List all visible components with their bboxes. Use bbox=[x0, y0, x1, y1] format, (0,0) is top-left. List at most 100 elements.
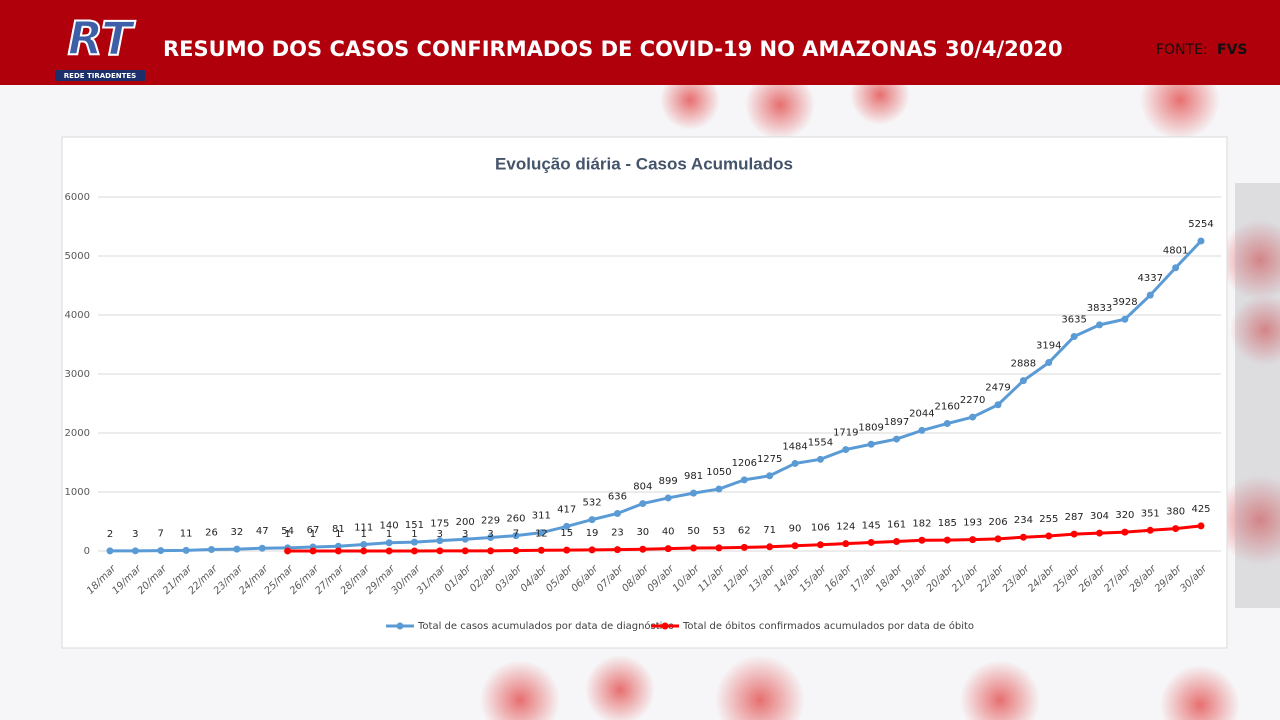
data-point bbox=[740, 476, 748, 484]
data-label: 5254 bbox=[1188, 219, 1213, 230]
data-label: 67 bbox=[307, 525, 320, 536]
chart-title: Evolução diária - Casos Acumulados bbox=[495, 154, 793, 173]
data-point bbox=[1172, 264, 1180, 272]
data-label: 53 bbox=[713, 526, 726, 537]
data-label: 71 bbox=[763, 525, 776, 536]
data-point bbox=[207, 545, 215, 553]
data-label: 899 bbox=[659, 476, 678, 487]
data-point bbox=[613, 546, 621, 554]
data-label: 981 bbox=[684, 471, 703, 482]
data-label: 200 bbox=[456, 517, 475, 528]
data-point bbox=[867, 538, 875, 546]
data-label: 54 bbox=[281, 526, 294, 537]
data-point bbox=[1197, 522, 1205, 530]
data-point bbox=[1146, 291, 1154, 299]
data-label: 1484 bbox=[782, 441, 807, 452]
data-label: 2044 bbox=[909, 408, 934, 419]
data-point bbox=[639, 545, 647, 553]
data-label: 7 bbox=[158, 529, 164, 540]
data-label: 804 bbox=[633, 482, 652, 493]
y-tick-label: 0 bbox=[84, 546, 90, 557]
data-label: 2 bbox=[107, 529, 113, 540]
data-point bbox=[436, 537, 444, 545]
data-label: 234 bbox=[1014, 515, 1033, 526]
data-label: 62 bbox=[738, 525, 751, 536]
data-point bbox=[639, 500, 647, 508]
data-label: 311 bbox=[532, 511, 551, 522]
data-point bbox=[1197, 237, 1205, 245]
data-point bbox=[1172, 525, 1180, 533]
data-label: 145 bbox=[862, 520, 881, 531]
data-label: 140 bbox=[380, 521, 399, 532]
data-point bbox=[867, 440, 875, 448]
data-point bbox=[157, 547, 165, 555]
data-point bbox=[436, 547, 444, 555]
legend-label: Total de óbitos confirmados acumulados p… bbox=[682, 620, 974, 632]
series-line bbox=[109, 239, 1203, 553]
data-label: 1719 bbox=[833, 428, 858, 439]
data-point bbox=[816, 455, 824, 463]
header-title: RESUMO DOS CASOS CONFIRMADOS DE COVID-19… bbox=[163, 37, 1063, 61]
data-point bbox=[715, 544, 723, 552]
y-tick-label: 2000 bbox=[65, 428, 90, 439]
data-label: 1 bbox=[361, 529, 367, 540]
y-tick-label: 1000 bbox=[65, 487, 90, 498]
data-label: 1897 bbox=[884, 417, 909, 428]
data-point bbox=[182, 546, 190, 554]
data-point bbox=[994, 535, 1002, 543]
data-point bbox=[1045, 532, 1053, 540]
data-label: 304 bbox=[1090, 511, 1109, 522]
data-label: 111 bbox=[354, 522, 373, 533]
data-label: 12 bbox=[535, 528, 548, 539]
data-point bbox=[766, 543, 774, 551]
data-label: 15 bbox=[560, 528, 573, 539]
data-label: 3 bbox=[437, 529, 443, 540]
data-label: 47 bbox=[256, 526, 269, 537]
data-point bbox=[1019, 377, 1027, 385]
data-label: 182 bbox=[912, 518, 931, 529]
data-label: 185 bbox=[938, 518, 957, 529]
data-point bbox=[994, 401, 1002, 409]
virus-decoration bbox=[480, 60, 1280, 720]
y-tick-label: 6000 bbox=[65, 192, 90, 203]
data-point bbox=[461, 547, 469, 555]
data-point bbox=[943, 420, 951, 428]
data-label: 1206 bbox=[732, 458, 757, 469]
data-point bbox=[969, 536, 977, 544]
data-point bbox=[563, 546, 571, 554]
data-label: 32 bbox=[230, 527, 243, 538]
data-label: 320 bbox=[1115, 510, 1134, 521]
data-label: 2479 bbox=[985, 383, 1010, 394]
data-label: 2160 bbox=[935, 402, 960, 413]
data-point bbox=[360, 547, 368, 555]
data-label: 19 bbox=[586, 528, 599, 539]
legend-marker bbox=[661, 622, 669, 630]
data-point bbox=[842, 446, 850, 454]
data-label: 1 bbox=[335, 529, 341, 540]
data-point bbox=[512, 547, 520, 555]
data-point bbox=[664, 545, 672, 553]
data-label: 175 bbox=[430, 519, 449, 530]
data-label: 1 bbox=[284, 529, 290, 540]
data-label: 1050 bbox=[706, 467, 731, 478]
data-point bbox=[360, 540, 368, 548]
legend-marker bbox=[396, 622, 404, 630]
data-point bbox=[791, 459, 799, 467]
data-label: 161 bbox=[887, 520, 906, 531]
y-tick-label: 4000 bbox=[65, 310, 90, 321]
data-point bbox=[1070, 333, 1078, 341]
data-point bbox=[918, 426, 926, 434]
data-point bbox=[258, 544, 266, 552]
data-label: 255 bbox=[1039, 514, 1058, 525]
data-label: 4801 bbox=[1163, 246, 1188, 257]
data-label: 3833 bbox=[1087, 303, 1112, 314]
data-point bbox=[943, 536, 951, 544]
data-label: 1809 bbox=[858, 422, 883, 433]
data-label: 3 bbox=[487, 529, 493, 540]
data-label: 351 bbox=[1141, 508, 1160, 519]
data-label: 532 bbox=[583, 498, 602, 509]
data-point bbox=[385, 539, 393, 547]
data-point bbox=[766, 472, 774, 480]
data-point bbox=[690, 544, 698, 552]
